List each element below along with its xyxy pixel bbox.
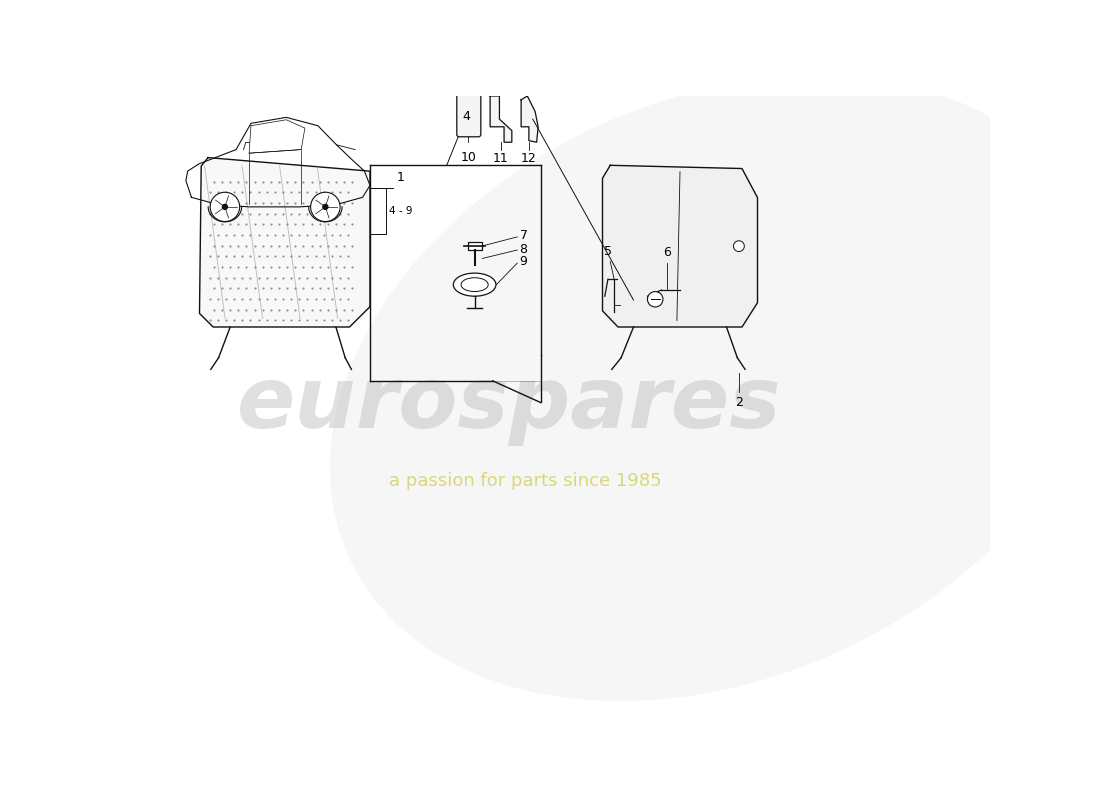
FancyBboxPatch shape: [468, 242, 482, 250]
Text: eurospares: eurospares: [238, 362, 782, 446]
FancyBboxPatch shape: [456, 94, 481, 137]
Circle shape: [210, 192, 240, 222]
Circle shape: [222, 204, 228, 210]
Text: 12: 12: [521, 152, 537, 166]
Ellipse shape: [453, 273, 496, 296]
Polygon shape: [199, 158, 370, 327]
Text: 8: 8: [519, 242, 528, 256]
Text: 9: 9: [519, 255, 528, 268]
Polygon shape: [603, 166, 758, 327]
Text: 1: 1: [397, 171, 405, 184]
Text: 5: 5: [604, 245, 612, 258]
Text: 6: 6: [663, 246, 671, 259]
Text: 10: 10: [461, 151, 476, 165]
Polygon shape: [491, 96, 512, 142]
Circle shape: [648, 291, 663, 307]
Ellipse shape: [461, 278, 488, 291]
Circle shape: [310, 192, 340, 222]
Text: 4 - 9: 4 - 9: [389, 206, 412, 216]
Polygon shape: [521, 96, 538, 142]
Ellipse shape: [330, 76, 1100, 701]
Text: 2: 2: [735, 396, 743, 410]
Text: a passion for parts since 1985: a passion for parts since 1985: [388, 472, 661, 490]
Text: 7: 7: [519, 229, 528, 242]
Text: 4: 4: [462, 110, 470, 123]
Circle shape: [734, 241, 745, 251]
Text: 11: 11: [493, 152, 509, 166]
Circle shape: [322, 204, 328, 210]
